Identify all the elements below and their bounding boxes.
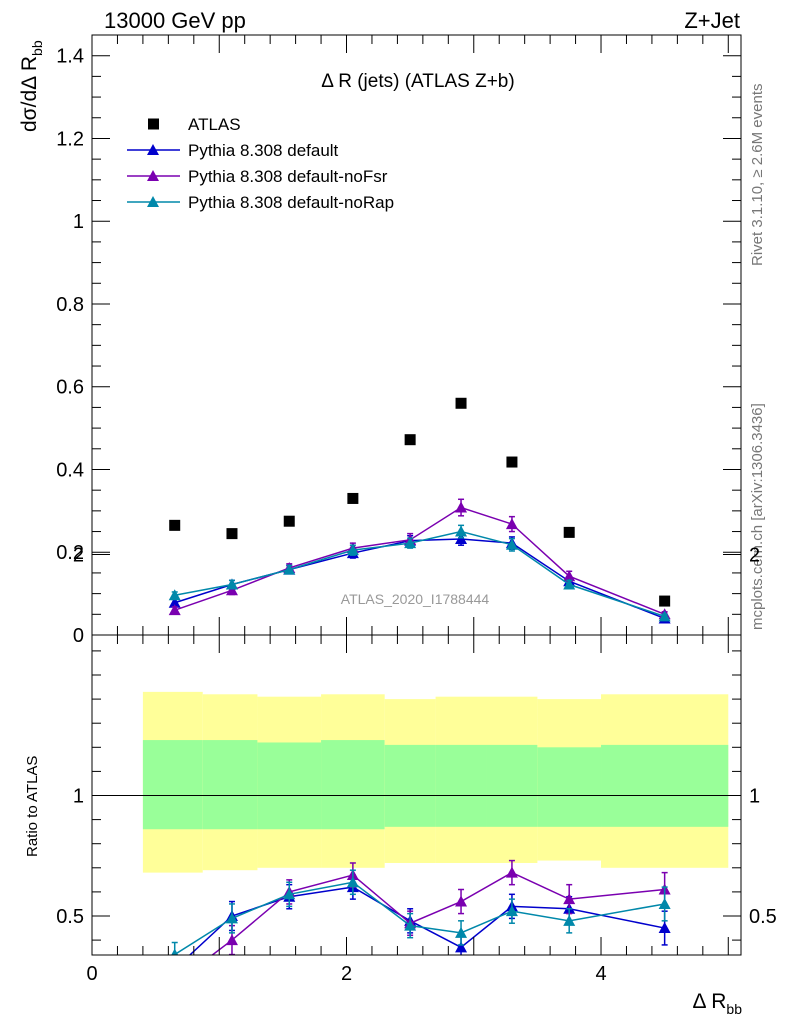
noRap-ratio-point [404, 919, 417, 931]
main-y-tick-label: 0.4 [56, 459, 84, 481]
main-y-tick-label: 1 [73, 211, 84, 233]
noFsr-ratio-point [505, 866, 518, 878]
main-panel: 0 0.2 0.4 0.6 0.8 1 1.2 1.4 Δ R (jets) (ATLAS Z… [18, 34, 742, 647]
main-y-tick-label: 1.4 [56, 46, 84, 68]
ratio-band-inner [384, 744, 436, 827]
ratio-y-axis-label: Ratio to ATLAS [24, 756, 41, 857]
noFsr-data-point [563, 570, 576, 582]
noRap-ratio-point [658, 897, 671, 909]
atlas-data-point [563, 526, 575, 538]
ratio-y-tick-label-right: 2 [749, 545, 760, 567]
atlas-data-point [455, 397, 467, 409]
ratio-band-inner [142, 740, 203, 830]
default-ratio-point [455, 941, 468, 953]
ratio-band-inner [537, 747, 602, 827]
legend-atlas-marker [148, 118, 159, 130]
noFsr-data-point [505, 518, 518, 530]
header-right: Z+Jet [684, 8, 740, 33]
main-y-tick-label: 1.2 [56, 128, 84, 150]
ratio-band-inner [601, 744, 729, 827]
main-y-tick-label: 0.6 [56, 377, 84, 399]
main-y-axis-label: dσ/dΔ Rbb [18, 40, 45, 132]
legend-default-label: Pythia 8.308 default [188, 141, 339, 160]
noRap-ratio-point [225, 912, 238, 924]
noRap-ratio-point [346, 876, 359, 888]
noFsr-ratio-line [211, 871, 665, 955]
x-tick-label: 2 [341, 963, 352, 985]
noRap-data-point [404, 537, 417, 549]
noRap-ratio-point [563, 914, 576, 926]
main-y-ticks: 0 0.2 0.4 0.6 0.8 1 1.2 1.4 [56, 35, 741, 647]
ratio-y-tick-label-right: 0.5 [749, 906, 777, 928]
noRap-data-point [658, 610, 671, 622]
noRap-data-point [283, 563, 296, 575]
legend-default-marker [147, 144, 159, 155]
main-title: Δ R (jets) (ATLAS Z+b) [321, 71, 514, 92]
legend-noFsr-marker [147, 170, 159, 181]
ratio-band-inner [321, 740, 385, 830]
noFsr-ratio-point [169, 977, 181, 988]
x-axis-label: Δ Rbb [693, 990, 743, 1017]
noRap-data-point [563, 578, 576, 590]
noRap-data-point [225, 578, 238, 590]
ratio-y-tick-label-right: 1 [749, 786, 760, 808]
default-ratio-point [658, 922, 671, 934]
header-left: 13000 GeV pp [104, 8, 246, 33]
noFsr-ratio-point [563, 893, 576, 905]
ratio-bands [142, 691, 729, 873]
ratio-marks [169, 859, 671, 988]
legend: ATLAS Pythia 8.308 default Pythia 8.308 de… [127, 115, 394, 212]
noFsr-data-point [168, 604, 181, 616]
ratio-y-tick-label: 0.5 [56, 906, 84, 928]
legend-noFsr-label: Pythia 8.308 default-noFsr [188, 167, 388, 186]
atlas-data-point [283, 515, 295, 527]
atlas-data-point [404, 434, 416, 446]
noRap-ratio-point [171, 948, 179, 955]
analysis-label: ATLAS_2020_I1788444 [341, 591, 490, 607]
ratio-ticks: 0.5 0.5 1 1 2 2 0 2 4 [56, 545, 777, 986]
legend-noRap-marker [147, 196, 159, 207]
atlas-data-point [226, 528, 238, 540]
default-data-point [168, 596, 181, 608]
x-tick-label: 4 [595, 963, 606, 985]
noRap-data-point [455, 525, 468, 537]
noRap-data-point [505, 538, 518, 550]
rivet-label: Rivet 3.1.10, ≥ 2.6M events [749, 84, 766, 267]
noRap-data-point [346, 544, 359, 556]
main-y-tick-label: 0 [73, 625, 84, 647]
ratio-panel: 0.5 0.5 1 1 2 2 0 2 4 Ratio to ATLAS Δ Rbb [24, 545, 777, 1018]
main-y-tick-label: 0.8 [56, 294, 84, 316]
default-ratio-line [188, 886, 665, 955]
noFsr-ratio-point [225, 934, 238, 946]
noFsr-ratio-point [455, 895, 468, 907]
ratio-band-inner [257, 742, 322, 830]
mcplots-label: mcplots.cern.ch [arXiv:1306.3436] [749, 403, 766, 630]
x-tick-label: 0 [86, 963, 97, 985]
legend-noRap-label: Pythia 8.308 default-noRap [188, 193, 394, 212]
noRap-ratio-point [505, 905, 518, 917]
default-ratio-point [169, 963, 181, 974]
noRap-ratio-point [455, 926, 468, 938]
atlas-data-point [347, 492, 359, 504]
atlas-data-point [659, 595, 671, 607]
atlas-data-point [169, 519, 181, 531]
noFsr-data-point [225, 584, 238, 596]
ratio-band-inner [202, 740, 258, 830]
ratio-y-tick-label: 1 [73, 786, 84, 808]
noRap-data-point [168, 589, 181, 601]
atlas-data-point [506, 456, 518, 468]
legend-atlas-label: ATLAS [188, 115, 241, 134]
main-y-tick-label: 0.2 [56, 542, 84, 564]
ratio-band-inner [435, 744, 487, 827]
ratio-y-tick-label: 2 [73, 545, 84, 567]
noFsr-data-point [455, 501, 468, 513]
ratio-band-inner [486, 744, 538, 827]
noRap-ratio-point [283, 888, 296, 900]
main-marks [168, 397, 671, 624]
